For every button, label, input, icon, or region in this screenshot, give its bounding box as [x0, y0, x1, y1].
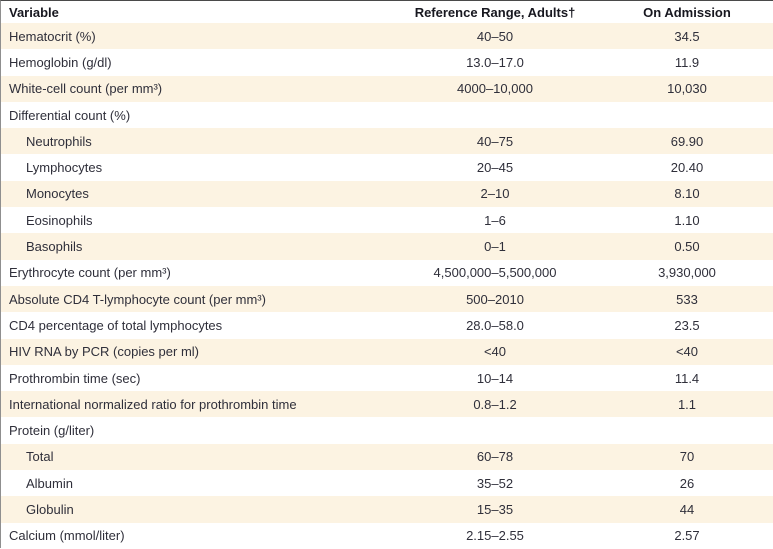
table-header-row: Variable Reference Range, Adults† On Adm… [1, 1, 773, 23]
table-row: Protein (g/liter) [1, 417, 773, 444]
admission-value-cell: 44 [679, 501, 695, 517]
admission-value-cell: 0.50 [674, 239, 700, 255]
table-row: Absolute CD4 T-lymphocyte count (per mm³… [1, 285, 773, 313]
admission-value-cell: 533 [676, 291, 698, 307]
variable-cell: Eosinophils [26, 212, 93, 228]
variable-cell: Basophils [26, 239, 83, 255]
column-header-on-admission: On Admission [643, 4, 731, 20]
admission-value-cell: 11.9 [674, 54, 700, 70]
table-row: Albumin 35–52 26 [1, 470, 773, 497]
variable-cell: Hemoglobin (g/dl) [9, 54, 112, 70]
table-row: International normalized ratio for proth… [1, 391, 773, 418]
table-row: Erythrocyte count (per mm³) 4,500,000–5,5… [1, 259, 773, 286]
admission-value-cell: 20.40 [670, 160, 704, 176]
admission-value-cell: 26 [679, 475, 695, 491]
table-row: Differential count (%) [1, 101, 773, 129]
variable-cell: White-cell count (per mm³) [9, 81, 163, 97]
variable-cell: Calcium (mmol/liter) [9, 528, 125, 544]
table-row: Total 60–78 70 [1, 443, 773, 471]
reference-range-cell: 2.15–2.55 [466, 528, 524, 544]
admission-value-cell: 1.1 [677, 396, 697, 412]
reference-range-cell: 20–45 [476, 160, 514, 176]
variable-cell: Hematocrit (%) [9, 28, 96, 44]
variable-cell: Albumin [26, 475, 73, 491]
reference-range-cell: 4000–10,000 [457, 81, 533, 97]
variable-cell: Neutrophils [26, 133, 92, 149]
table-row: Lymphocytes 20–45 20.40 [1, 154, 773, 181]
variable-cell: Globulin [26, 501, 74, 517]
table-row: Globulin 15–35 44 [1, 496, 773, 523]
table-row: Basophils 0–1 0.50 [1, 233, 773, 260]
reference-range-cell: 0–1 [484, 239, 506, 255]
admission-value-cell: 34.5 [674, 28, 700, 44]
table-row: Hematocrit (%) 40–50 34.5 [1, 23, 773, 50]
table-row: HIV RNA by PCR (copies per ml) <40 <40 [1, 338, 773, 365]
admission-value-cell: 70 [679, 449, 695, 465]
variable-cell: CD4 percentage of total lymphocytes [9, 317, 223, 333]
variable-cell: Erythrocyte count (per mm³) [9, 265, 171, 281]
reference-range-cell: 40–75 [476, 133, 514, 149]
reference-range-cell: 1–6 [484, 212, 506, 228]
admission-value-cell: 1.10 [674, 212, 700, 228]
table-row: Monocytes 2–10 8.10 [1, 180, 773, 208]
reference-range-cell: 500–2010 [466, 291, 524, 307]
table-row: Hemoglobin (g/dl) 13.0–17.0 11.9 [1, 49, 773, 76]
reference-range-cell: 13.0–17.0 [466, 54, 524, 70]
reference-range-cell: <40 [483, 344, 507, 360]
table-row: Calcium (mmol/liter) 2.15–2.55 2.57 [1, 522, 773, 549]
reference-range-cell: 0.8–1.2 [473, 396, 517, 412]
table-row: Prothrombin time (sec) 10–14 11.4 [1, 364, 773, 392]
column-header-variable: Variable [9, 4, 59, 20]
table-body: Hematocrit (%) 40–50 34.5 Hemoglobin (g/dl)… [1, 23, 773, 549]
variable-cell: Absolute CD4 T-lymphocyte count (per mm³… [9, 291, 266, 307]
table-row: Eosinophils 1–6 1.10 [1, 207, 773, 234]
table-row: White-cell count (per mm³) 4000–10,000 10,… [1, 75, 773, 102]
reference-range-cell: 40–50 [476, 28, 514, 44]
variable-cell: Monocytes [26, 186, 89, 202]
reference-range-cell: 28.0–58.0 [466, 317, 524, 333]
variable-cell: Total [26, 449, 54, 465]
reference-range-cell: 10–14 [476, 370, 514, 386]
table-row: CD4 percentage of total lymphocytes 28.0–… [1, 312, 773, 339]
table-row: Neutrophils 40–75 69.90 [1, 128, 773, 155]
column-header-reference-range: Reference Range, Adults† [414, 4, 576, 20]
reference-range-cell: 15–35 [476, 501, 514, 517]
admission-value-cell: <40 [675, 344, 699, 360]
admission-value-cell: 3,930,000 [658, 265, 716, 281]
variable-cell: International normalized ratio for proth… [9, 396, 297, 412]
reference-range-cell: 35–52 [476, 475, 514, 491]
admission-value-cell: 10,030 [667, 81, 707, 97]
admission-value-cell: 8.10 [674, 186, 700, 202]
admission-value-cell: 2.57 [674, 528, 700, 544]
admission-value-cell: 23.5 [674, 317, 700, 333]
variable-cell: Protein (g/liter) [9, 423, 95, 439]
admission-value-cell: 11.4 [674, 370, 700, 386]
admission-value-cell: 69.90 [670, 133, 704, 149]
variable-cell: Prothrombin time (sec) [9, 370, 141, 386]
reference-range-cell: 60–78 [476, 449, 514, 465]
variable-cell: Lymphocytes [26, 160, 103, 176]
reference-range-cell: 4,500,000–5,500,000 [433, 265, 557, 281]
variable-cell: Differential count (%) [9, 107, 131, 123]
reference-range-cell: 2–10 [480, 186, 510, 202]
variable-cell: HIV RNA by PCR (copies per ml) [9, 344, 199, 360]
